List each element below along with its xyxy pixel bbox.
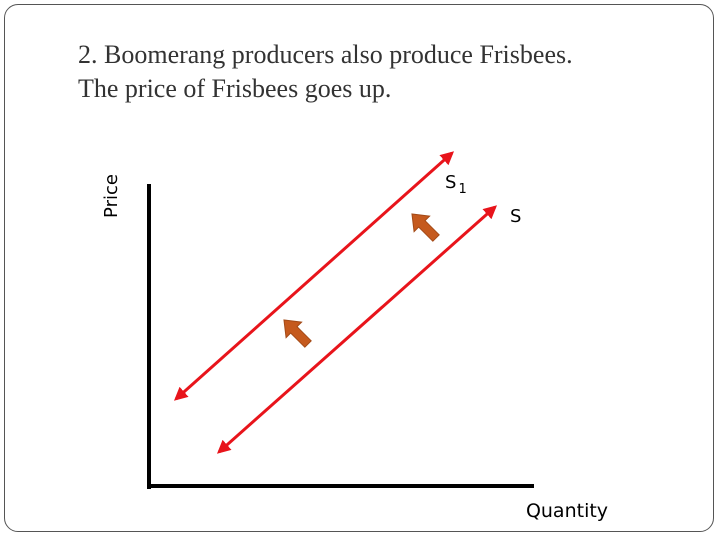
slide-frame [4,4,714,532]
shift-arrow-lower [283,319,312,348]
supply-curve-s1 [173,151,455,401]
x-axis-label: Quantity [526,500,608,522]
title-line-1: 2. Boomerang producers also produce Fris… [78,40,573,69]
title-line-2: The price of Frisbees goes up. [78,74,392,103]
slide-title: 2. Boomerang producers also produce Fris… [78,38,678,106]
y-axis-label: Price [101,174,122,218]
supply-curve-s [216,205,498,454]
supply-curve-s-label: S [510,206,521,227]
shift-arrow-upper [411,213,440,242]
